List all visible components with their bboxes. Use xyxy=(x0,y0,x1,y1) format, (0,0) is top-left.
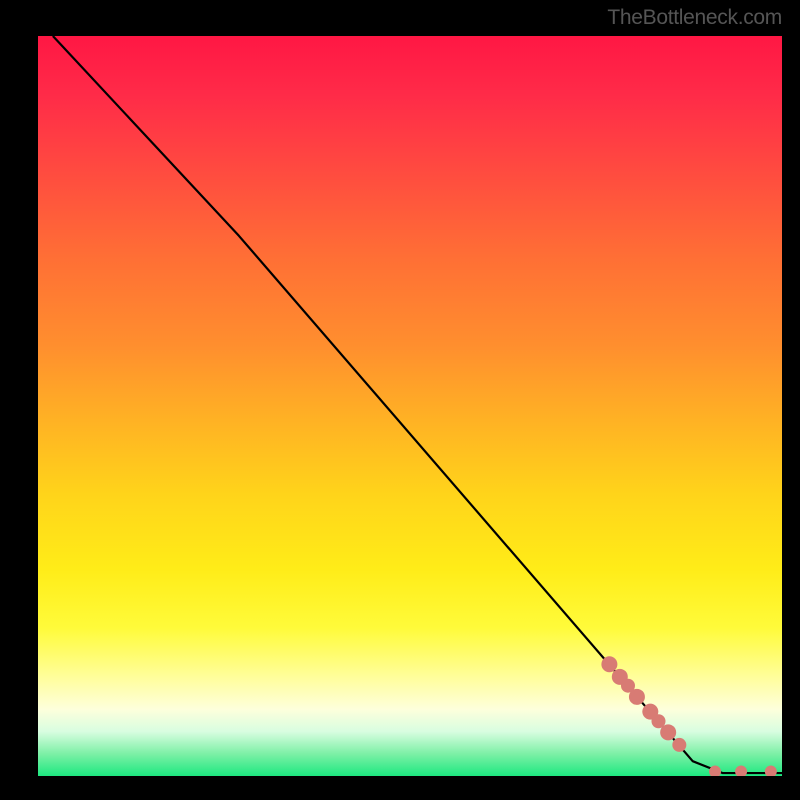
data-point xyxy=(660,724,676,740)
data-point xyxy=(601,656,617,672)
data-point xyxy=(629,689,645,705)
chart-plot-area xyxy=(38,36,782,776)
data-point xyxy=(672,738,686,752)
chart-svg xyxy=(38,36,782,776)
chart-background xyxy=(38,36,782,776)
watermark-text: TheBottleneck.com xyxy=(607,6,782,30)
